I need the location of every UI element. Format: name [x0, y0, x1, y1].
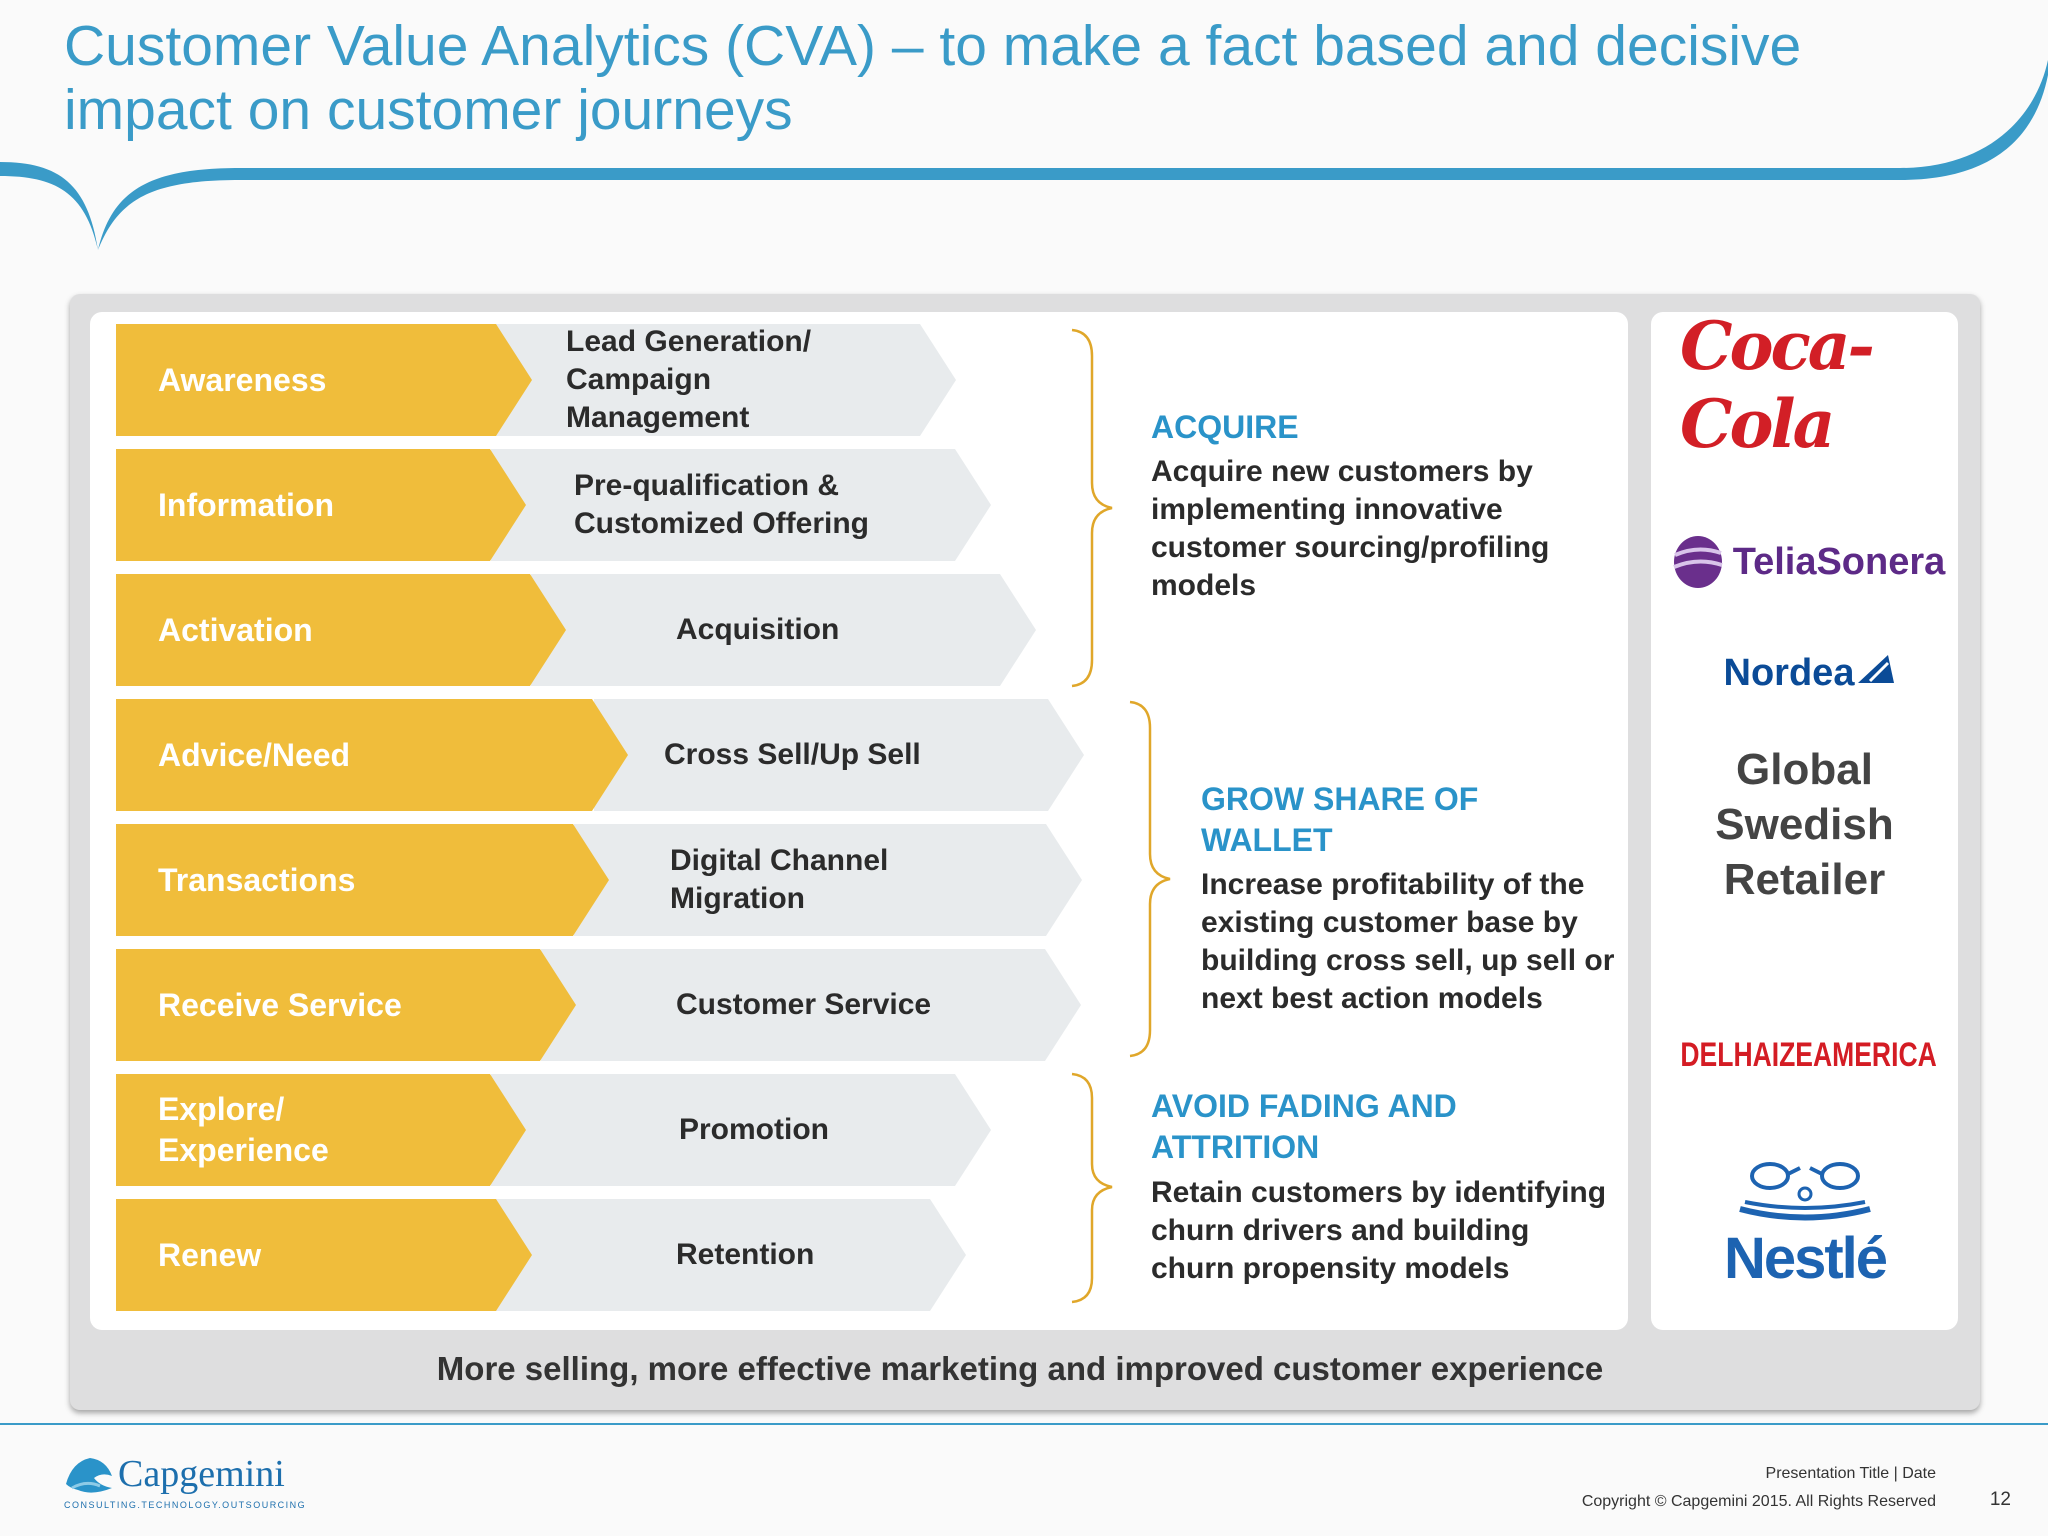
activity-chevron — [491, 1074, 991, 1186]
nordea-wordmark: Nordea — [1723, 651, 1855, 694]
capgemini-spade-icon — [66, 1458, 112, 1493]
america-wordmark: AMERICA — [1812, 1035, 1937, 1074]
stage-chevron: Transactions — [116, 824, 609, 936]
activity-label: Promotion — [679, 1113, 829, 1146]
capgemini-tagline: CONSULTING.TECHNOLOGY.OUTSOURCING — [64, 1500, 307, 1510]
coca-cola-logo: Coca-Cola — [1680, 307, 1930, 463]
acquire-brace — [1071, 328, 1113, 688]
slide-title: Customer Value Analytics (CVA) – to make… — [64, 14, 2024, 142]
nordea-sail-icon — [1858, 655, 1895, 683]
avoid-description: Retain customers by identifying churn dr… — [1151, 1176, 1607, 1285]
global-swedish-retailer: Global Swedish Retailer — [1651, 742, 1958, 907]
nestle-nest-icon — [1739, 1162, 1871, 1221]
activity-chevron — [541, 949, 1081, 1061]
acquire-description: Acquire new customers by implementing in… — [1151, 455, 1550, 602]
telia-pebble-icon — [1672, 536, 1723, 588]
stage-chevron: Awareness — [116, 324, 532, 436]
client-logos-panel — [1651, 312, 1958, 1330]
retailer-line: Global — [1736, 745, 1873, 794]
stage-label: Awareness — [158, 361, 327, 398]
stage-label: Information — [158, 486, 334, 523]
slide-title-line-1: Customer Value Analytics (CVA) – to make… — [64, 14, 1802, 78]
stage-label: Advice/Need — [158, 736, 351, 773]
avoid-brace — [1071, 1072, 1113, 1304]
grow-heading: GROW SHARE OF WALLET — [1201, 781, 1479, 858]
stage-chevron: Renew — [116, 1199, 532, 1311]
activity-label: Customer Service — [676, 988, 932, 1021]
stage-label: Receive Service — [158, 986, 402, 1023]
stage-label: Explore/ Experience — [158, 1091, 329, 1168]
nordea-logo: Nordea — [1710, 645, 1910, 701]
stage-chevron: Receive Service — [116, 949, 576, 1061]
nestle-wordmark: Nestlé — [1723, 1226, 1888, 1291]
stage-label: Activation — [158, 611, 313, 648]
retailer-line: Swedish — [1715, 800, 1894, 849]
activity-chevron — [531, 574, 1036, 686]
activity-chevron — [496, 324, 956, 436]
capgemini-wordmark: Capgemini — [118, 1453, 285, 1495]
delhaize-wordmark: DELHAIZE — [1680, 1035, 1813, 1074]
slide-title-line-2: impact on customer journeys — [64, 78, 793, 142]
activity-label: Lead Generation/ Campaign Management — [566, 325, 812, 434]
nestle-logo: Nestlé — [1700, 1154, 1910, 1294]
activity-label: Cross Sell/Up Sell — [664, 738, 921, 771]
stage-chevron: Activation — [116, 574, 566, 686]
acquire-heading: ACQUIRE — [1151, 409, 1299, 445]
teliasonera-logo: TeliaSonera — [1662, 524, 1952, 600]
stage-chevron: Explore/ Experience — [116, 1074, 526, 1186]
tagline: More selling, more effective marketing a… — [436, 1350, 1604, 1387]
activity-label: Digital Channel Migration — [670, 844, 889, 915]
activity-chevron — [574, 824, 1082, 936]
activity-label: Acquisition — [676, 613, 840, 646]
grow-brace — [1129, 700, 1171, 1058]
activity-label: Pre-qualification & Customized Offering — [574, 469, 870, 540]
retailer-line: Retailer — [1723, 855, 1886, 904]
page-number: 12 — [1989, 1489, 2011, 1510]
coca-cola-wordmark: Coca-Cola — [1680, 307, 1875, 463]
grow-description: Increase profitability of the existing c… — [1201, 868, 1615, 1015]
avoid-heading: AVOID FADING AND ATTRITION — [1151, 1088, 1457, 1165]
stage-label: Renew — [158, 1236, 262, 1273]
capgemini-logo: Capgemini CONSULTING.TECHNOLOGY.OUTSOURC… — [62, 1452, 305, 1512]
activity-label: Retention — [676, 1238, 815, 1271]
footer-divider — [0, 1423, 2048, 1425]
activity-chevron — [496, 1199, 966, 1311]
teliasonera-wordmark: TeliaSonera — [1732, 540, 1946, 583]
stage-label: Transactions — [158, 861, 356, 898]
activity-chevron — [491, 449, 991, 561]
presentation-title-date: Presentation Title | Date — [1765, 1465, 1936, 1482]
copyright-notice: Copyright © Capgemini 2015. All Rights R… — [1581, 1493, 1936, 1510]
activity-chevron — [594, 699, 1084, 811]
delhaize-america-logo: DELHAIZE AMERICA — [1662, 1030, 1952, 1080]
stage-chevron: Information — [116, 449, 526, 561]
stage-chevron: Advice/Need — [116, 699, 628, 811]
